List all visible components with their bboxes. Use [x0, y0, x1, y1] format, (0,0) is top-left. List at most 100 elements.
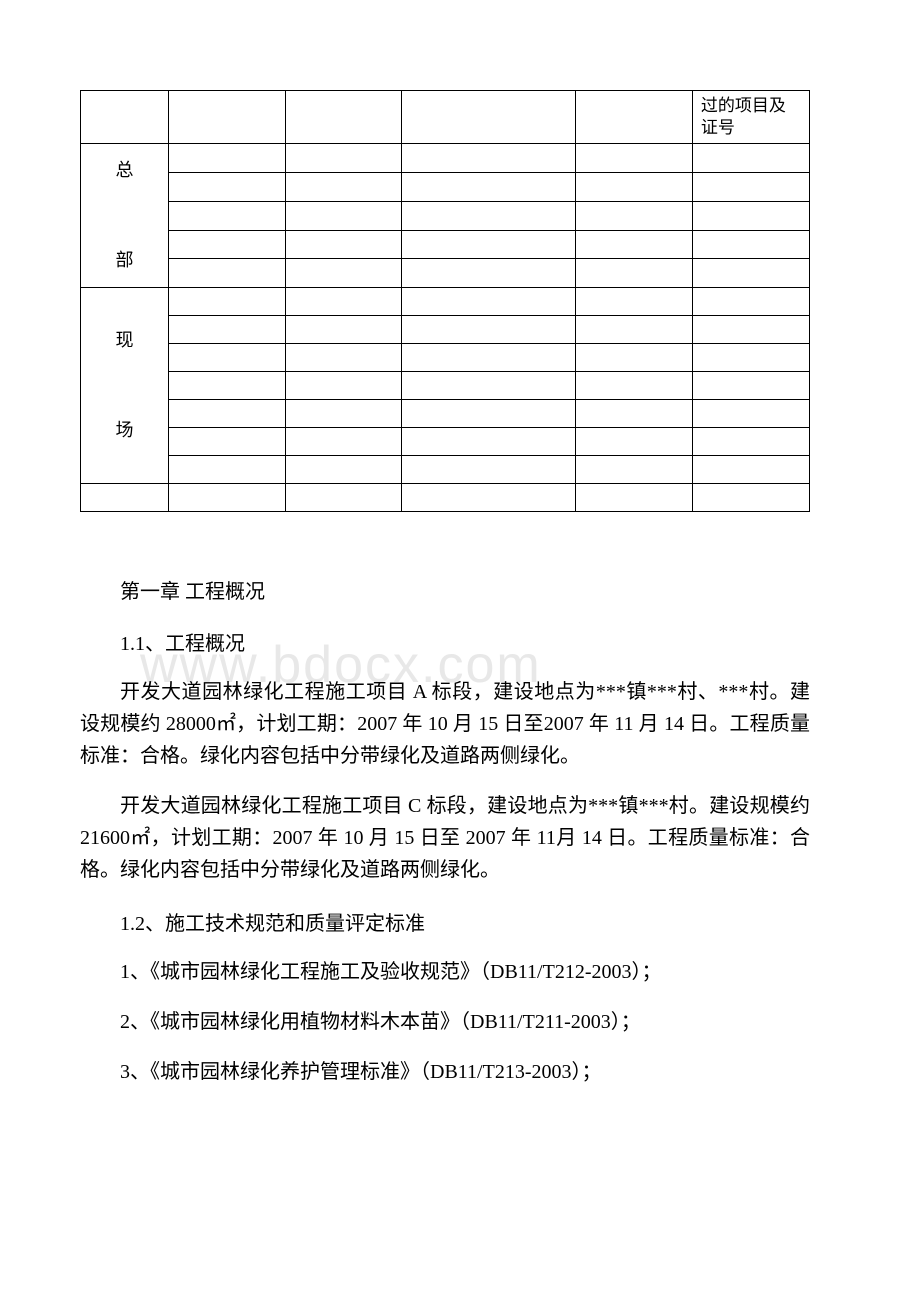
- table-cell: [285, 201, 401, 230]
- table-cell: [169, 91, 285, 144]
- table-cell: [285, 428, 401, 456]
- table-cell: [576, 288, 692, 316]
- table-cell: [81, 91, 169, 144]
- section-label-hq: 总 部: [81, 144, 169, 288]
- table-cell: [169, 259, 285, 288]
- section-heading-1-2: 1.2、施工技术规范和质量评定标准: [80, 904, 810, 944]
- table-cell: [169, 400, 285, 428]
- label-char: 总: [116, 160, 134, 180]
- table-cell: [692, 144, 809, 173]
- table-cell: [402, 372, 576, 400]
- table-cell: [402, 172, 576, 201]
- table-cell: [576, 372, 692, 400]
- paragraph-project-c: 开发大道园林绿化工程施工项目 C 标段，建设地点为***镇***村。建设规模约 …: [80, 790, 810, 886]
- table-row: [81, 201, 810, 230]
- table-row: 总 部: [81, 144, 810, 173]
- table-cell: [576, 484, 692, 512]
- table-cell: [692, 344, 809, 372]
- table-cell: [402, 456, 576, 484]
- standard-item-1: 1、《城市园林绿化工程施工及验收规范》（DB11/T212-2003）；: [80, 956, 810, 988]
- document-body: 第一章 工程概况 1.1、工程概况 开发大道园林绿化工程施工项目 A 标段，建设…: [80, 572, 810, 1088]
- table-row: [81, 372, 810, 400]
- table-cell: [576, 316, 692, 344]
- table-cell: [169, 428, 285, 456]
- table-cell: [402, 344, 576, 372]
- table-cell: [169, 316, 285, 344]
- table-cell: [402, 428, 576, 456]
- table-header-cell: 过的项目及证号: [692, 91, 809, 144]
- table-cell: [402, 230, 576, 259]
- table-cell: [169, 372, 285, 400]
- table-cell: [576, 172, 692, 201]
- section-heading-1-1: 1.1、工程概况: [80, 624, 810, 664]
- table-row: [81, 400, 810, 428]
- table-cell: [576, 91, 692, 144]
- table-cell: [692, 484, 809, 512]
- table-cell: [402, 400, 576, 428]
- table-row: [81, 428, 810, 456]
- table-cell: [285, 288, 401, 316]
- table-cell: [285, 344, 401, 372]
- table-cell: [576, 144, 692, 173]
- table-cell: [692, 400, 809, 428]
- table-cell: [402, 201, 576, 230]
- table-cell: [285, 91, 401, 144]
- table-cell: [285, 316, 401, 344]
- label-char: 场: [116, 420, 134, 440]
- table-cell: [285, 484, 401, 512]
- label-char: 部: [116, 250, 134, 270]
- table-cell: [576, 259, 692, 288]
- table-cell: [402, 91, 576, 144]
- table-cell: [285, 372, 401, 400]
- table-cell: [576, 400, 692, 428]
- table-row: [81, 344, 810, 372]
- table-cell: [402, 144, 576, 173]
- paragraph-project-a: 开发大道园林绿化工程施工项目 A 标段，建设地点为***镇***村、***村。建…: [80, 676, 810, 772]
- table-cell: [285, 144, 401, 173]
- table-cell: [285, 456, 401, 484]
- label-char: 现: [116, 330, 134, 350]
- table-cell: [169, 230, 285, 259]
- table-cell: [285, 230, 401, 259]
- table-cell: [692, 172, 809, 201]
- table-cell: [169, 344, 285, 372]
- table-cell: [576, 201, 692, 230]
- table-cell: [285, 172, 401, 201]
- table-cell: [169, 288, 285, 316]
- table-row: [81, 456, 810, 484]
- standard-item-2: 2、《城市园林绿化用植物材料木本苗》（DB11/T211-2003）；: [80, 1006, 810, 1038]
- section-label-site: 现 场: [81, 288, 169, 484]
- table-cell: [169, 201, 285, 230]
- table-cell: [169, 456, 285, 484]
- table-cell: [692, 316, 809, 344]
- table-row: [81, 230, 810, 259]
- table-cell: [169, 484, 285, 512]
- table-cell: [692, 230, 809, 259]
- table-cell: [692, 201, 809, 230]
- table-cell: [692, 428, 809, 456]
- table-row: [81, 172, 810, 201]
- table-cell: [285, 400, 401, 428]
- chapter-heading: 第一章 工程概况: [80, 572, 810, 612]
- table-cell: [402, 316, 576, 344]
- table-row: [81, 259, 810, 288]
- table-header-row: 过的项目及证号: [81, 91, 810, 144]
- table-cell: [81, 484, 169, 512]
- table-cell: [576, 344, 692, 372]
- table-cell: [692, 288, 809, 316]
- table-cell: [402, 484, 576, 512]
- table-cell: [576, 428, 692, 456]
- table-cell: [169, 172, 285, 201]
- table-row: 现 场: [81, 288, 810, 316]
- table-cell: [285, 259, 401, 288]
- personnel-table: 过的项目及证号 总 部: [80, 90, 810, 512]
- standard-item-3: 3、《城市园林绿化养护管理标准》（DB11/T213-2003）；: [80, 1056, 810, 1088]
- table-cell: [692, 456, 809, 484]
- personnel-table-section: 过的项目及证号 总 部: [80, 90, 810, 512]
- table-cell: [169, 144, 285, 173]
- table-cell: [402, 288, 576, 316]
- table-cell: [692, 372, 809, 400]
- table-cell: [576, 456, 692, 484]
- table-cell: [576, 230, 692, 259]
- table-cell: [692, 259, 809, 288]
